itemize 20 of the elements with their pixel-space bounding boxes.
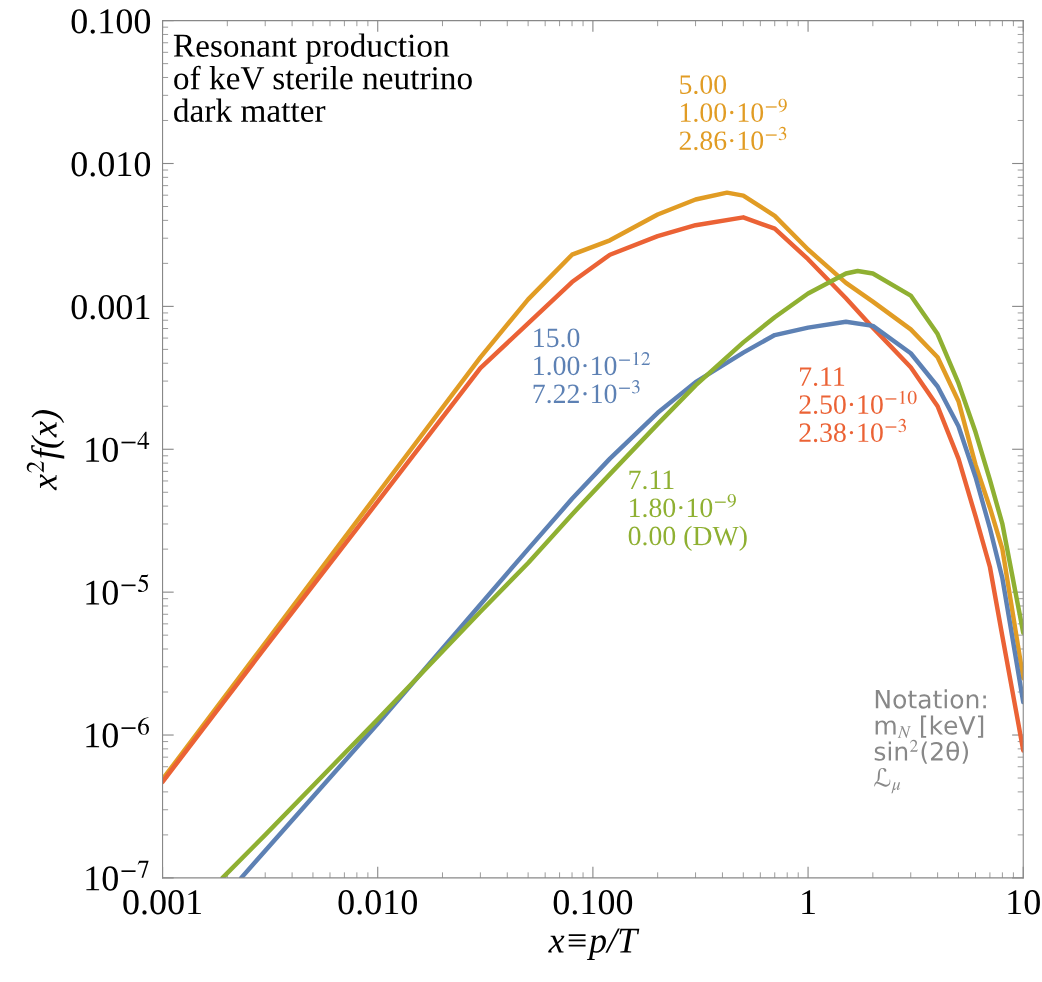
y-tick-label: 10$^{−7}$ bbox=[86, 860, 149, 891]
x-tick-label: 0.100 bbox=[553, 890, 633, 915]
x-tick-label: 1 bbox=[802, 890, 815, 915]
series-label: 7.11 2.50·10$^{−10}$ 2.38·10$^{−3}$ bbox=[799, 367, 917, 443]
x-tick-label: 0.001 bbox=[123, 890, 202, 915]
y-tick-label: 10$^{−5}$ bbox=[86, 574, 149, 605]
y-tick-label: 0.010 bbox=[71, 152, 151, 177]
x-tick-label: 0.010 bbox=[338, 890, 417, 915]
text: Resonant production of keV sterile neutrino dark matter bbox=[173, 33, 472, 123]
x-tick-label: 10 bbox=[1008, 890, 1040, 915]
x-axis-title: x≡p/T bbox=[548, 928, 640, 961]
y-tick-label: 0.100 bbox=[71, 9, 151, 34]
series-label: 15.0 1.00·10$^{−12}$ 7.22·10$^{−3}$ bbox=[533, 328, 651, 404]
y-tick-label: 10$^{−6}$ bbox=[86, 717, 149, 748]
y-axis-title: x$^{2}$f(x) bbox=[26, 410, 65, 491]
y-tick-label: 10$^{−4}$ bbox=[86, 431, 150, 462]
y-tick-label: 0.001 bbox=[71, 294, 150, 320]
series-label: 5.00 1.00·10$^{−9}$ 2.86·10$^{−3}$ bbox=[679, 75, 787, 151]
series-label: 7.11 1.80·10$^{−9}$ 0.00 (DW) bbox=[628, 470, 747, 551]
text: Notation: m$_{N}$ [keV] sin$^{2}$(2θ) ℒ$_{μ}$ bbox=[874, 689, 986, 794]
